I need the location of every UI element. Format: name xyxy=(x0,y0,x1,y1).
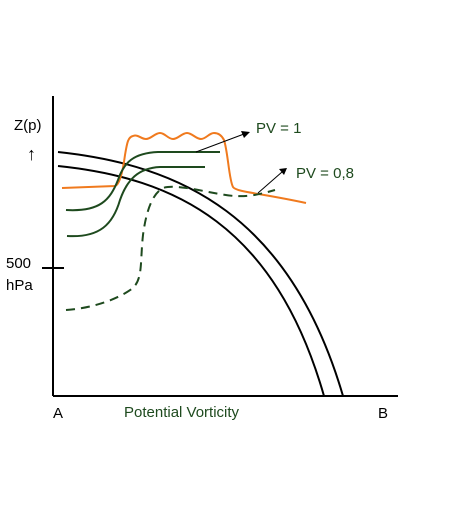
tropopause-outer-curve xyxy=(57,151,344,397)
pv1-label: PV = 1 xyxy=(256,120,301,137)
tick-value-label: 500 xyxy=(6,255,31,272)
pv08-arrowhead xyxy=(279,168,287,175)
pv1-upper-curve xyxy=(65,151,220,212)
x-left-label: A xyxy=(53,405,63,422)
tropopause-inner-curve xyxy=(57,165,325,397)
x-axis-label: Potential Vorticity xyxy=(124,404,240,421)
pv08-dashed-curve xyxy=(65,185,276,311)
pv08-label: PV = 0,8 xyxy=(296,165,354,182)
pv08-arrow-line xyxy=(257,171,283,194)
y-axis-arrow: ↑ xyxy=(27,144,36,164)
orange-curve xyxy=(61,131,307,204)
pv1-arrowhead xyxy=(241,131,250,138)
x-right-label: B xyxy=(378,405,388,422)
y-axis-label: Z(p) xyxy=(14,117,42,134)
pv1-lower-curve xyxy=(66,166,205,238)
pv1-arrow-line xyxy=(195,133,245,153)
tick-unit-label: hPa xyxy=(6,277,33,294)
